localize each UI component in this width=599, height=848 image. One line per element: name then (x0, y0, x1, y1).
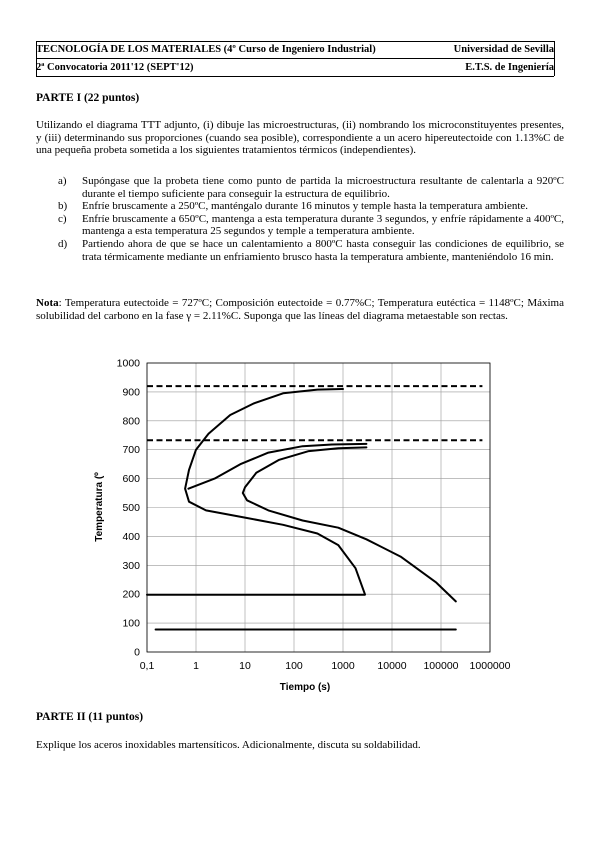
y-tick-label: 400 (122, 531, 140, 543)
treatment-list: a) Supóngase que la probeta tiene como pu… (58, 175, 564, 263)
x-tick-labels: 0,1 1 10 100 1000 10000 100000 1000000 (140, 660, 511, 672)
exam-session: 2ª Convocatoria 2011'12 (SEPT'12) (36, 62, 194, 73)
y-tick-label: 800 (122, 415, 140, 427)
item-letter: a) (58, 175, 67, 187)
school-name: E.T.S. de Ingeniería (465, 62, 554, 73)
x-axis-label: Tiempo (s) (280, 682, 330, 693)
ttt-curve (184, 388, 366, 596)
note-text: : Temperatura eutectoide = 727ºC; Compos… (36, 297, 564, 322)
item-text: Enfríe bruscamente a 250ºC, manténgalo d… (82, 200, 529, 213)
y-tick-labels: 0 100 200 300 400 500 600 700 800 900 1000 (117, 358, 141, 659)
header-row-2: 2ª Convocatoria 2011'12 (SEPT'12) E.T.S.… (36, 61, 554, 75)
y-axis-label: Temperatura (º (94, 472, 105, 542)
x-tick-label: 0,1 (140, 660, 155, 672)
header-row-1: TECNOLOGÍA DE LOS MATERIALES (4º Curso d… (36, 43, 554, 57)
y-tick-label: 1000 (117, 358, 141, 370)
y-tick-label: 300 (122, 560, 140, 572)
course-title: TECNOLOGÍA DE LOS MATERIALES (4º Curso d… (36, 44, 376, 55)
part1-intro: Utilizando el diagrama TTT adjunto, (i) … (36, 119, 564, 157)
y-tick-label: 100 (122, 618, 140, 630)
y-tick-label: 700 (122, 444, 140, 456)
note-label: Nota (36, 297, 59, 309)
y-tick-label: 600 (122, 473, 140, 485)
x-tick-label: 10000 (377, 660, 406, 672)
x-tick-label: 100000 (423, 660, 458, 672)
x-tick-label: 1000000 (470, 660, 511, 672)
item-letter: d) (58, 237, 68, 250)
university-name: Universidad de Sevilla (453, 44, 554, 55)
y-tick-label: 200 (122, 589, 140, 601)
item-text: Enfríe bruscamente a 650ºC, mantenga a e… (82, 212, 564, 238)
item-text: Supóngase que la probeta tiene como punt… (82, 175, 564, 200)
y-tick-label: 0 (134, 647, 140, 659)
header-top-rule (36, 41, 554, 42)
x-tick-label: 100 (285, 660, 303, 672)
header-right-rule (554, 41, 555, 76)
x-tick-label: 10 (239, 660, 251, 672)
plot-frame (146, 362, 491, 653)
y-tick-label: 900 (122, 386, 140, 398)
part2-text: Explique los aceros inoxidables martensí… (36, 739, 421, 751)
y-tick-label: 500 (122, 502, 140, 514)
ttt-diagram: 0 100 200 300 400 500 600 700 800 900 1000 0,1 1 10 1… (94, 358, 511, 694)
note-paragraph: Nota: Temperatura eutectoide = 727ºC; Co… (36, 297, 564, 322)
header-middle-rule (36, 58, 554, 59)
list-item: d) Partiendo ahora de que se hace un cale… (58, 238, 564, 263)
part2-title: PARTE II (11 puntos) (36, 711, 144, 723)
header-left-rule (36, 41, 37, 76)
list-item: b) Enfríe bruscamente a 250ºC, manténgalo… (58, 200, 564, 213)
item-letter: c) (58, 212, 67, 225)
ttt-curve (187, 442, 368, 490)
ttt-curve (241, 446, 457, 603)
list-item: a) Supóngase que la probeta tiene como pu… (58, 175, 564, 200)
item-letter: b) (58, 200, 68, 213)
item-text: Partiendo ahora de que se hace un calent… (82, 237, 564, 263)
part1-title: PARTE I (22 puntos) (36, 92, 140, 104)
x-tick-label: 1000 (331, 660, 355, 672)
list-item: c) Enfríe bruscamente a 650ºC, mantenga a… (58, 213, 564, 238)
series-group (146, 385, 483, 631)
header-bottom-rule (36, 76, 554, 77)
x-tick-label: 1 (193, 660, 199, 672)
